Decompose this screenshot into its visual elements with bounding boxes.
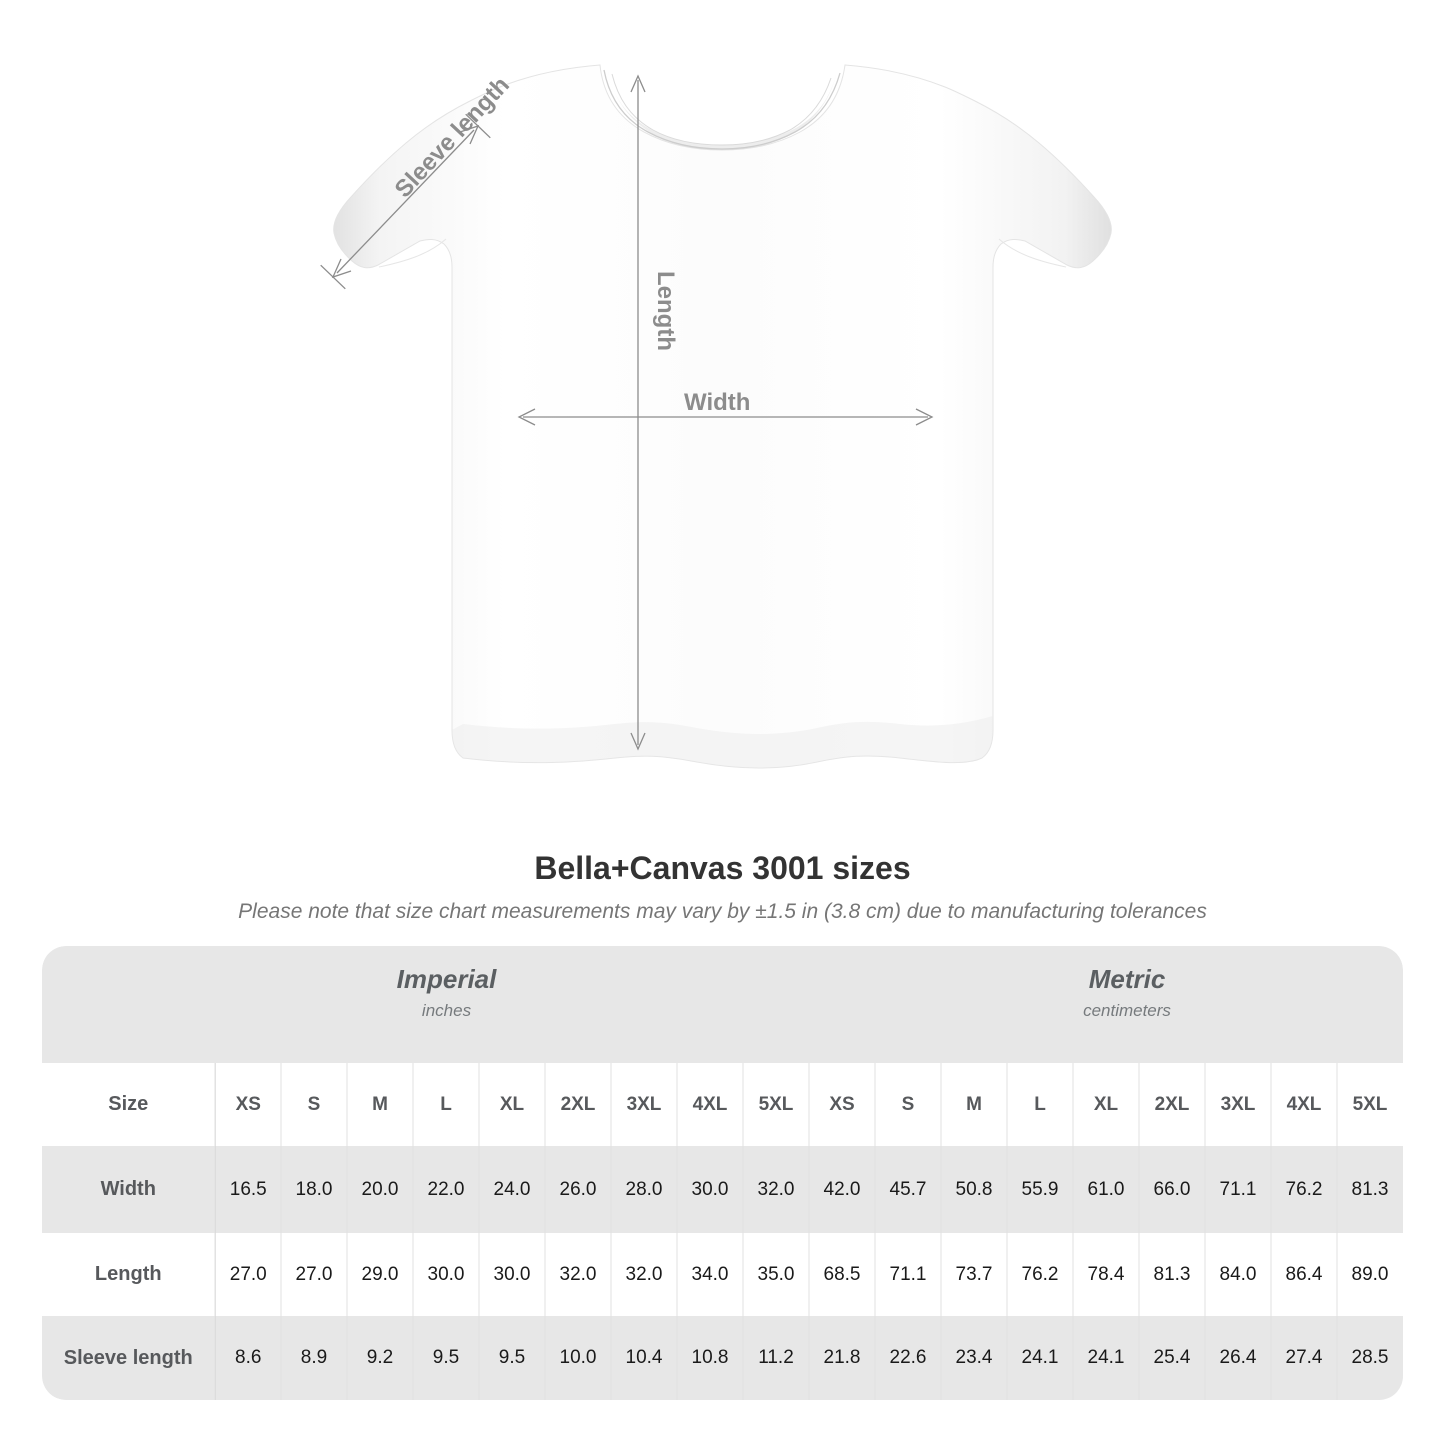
svg-text:Length: Length: [652, 271, 679, 351]
svg-text:Width: Width: [684, 389, 750, 416]
